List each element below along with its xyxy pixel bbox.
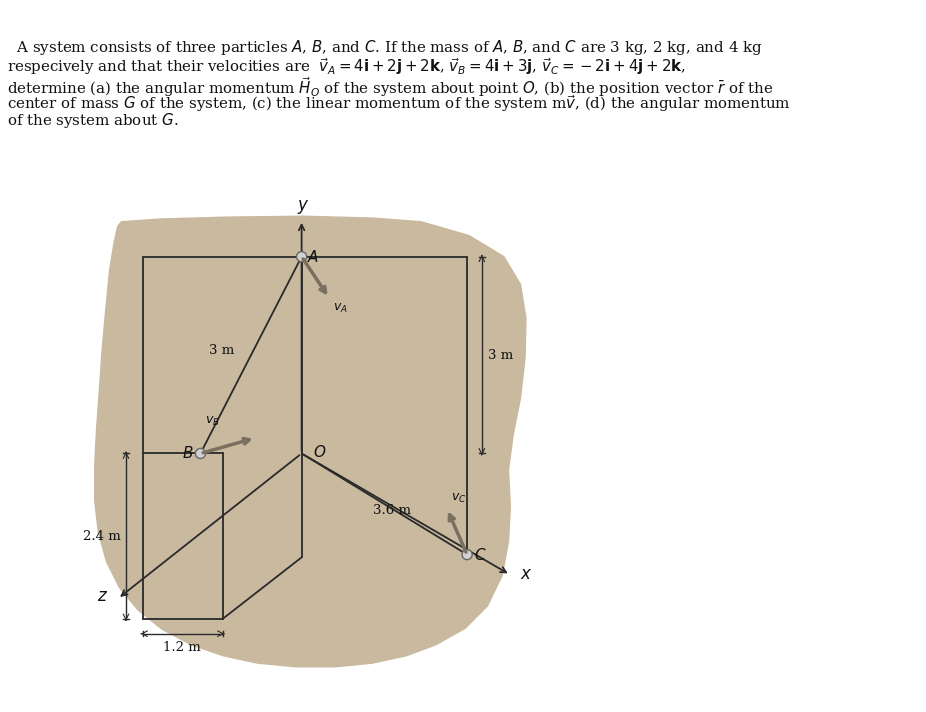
Text: respecively and that their velocities are  $\vec{v}_A = 4\mathbf{i} + 2\mathbf{j: respecively and that their velocities ar… [7,56,686,77]
Polygon shape [94,216,526,667]
Text: 3 m: 3 m [488,349,514,362]
Circle shape [462,550,472,560]
Text: 1.2 m: 1.2 m [163,641,201,654]
Text: center of mass $G$ of the system, (c) the linear momentum of the system m$\vec{v: center of mass $G$ of the system, (c) th… [7,93,791,114]
Text: 2.4 m: 2.4 m [82,530,120,543]
Text: $z$: $z$ [97,588,108,605]
Text: $v_A$: $v_A$ [332,302,347,315]
Text: $B$: $B$ [181,446,194,461]
Text: A system consists of three particles $A$, $B$, and $C$. If the mass of $A$, $B$,: A system consists of three particles $A$… [7,38,763,57]
Text: determine (a) the angular momentum $\vec{H}_O$ of the system about point $O$, (b: determine (a) the angular momentum $\vec… [7,75,773,98]
Text: $x$: $x$ [519,566,532,583]
Text: $y$: $y$ [297,198,309,216]
Text: $v_C$: $v_C$ [451,492,466,505]
Text: $A$: $A$ [307,248,319,265]
Text: $O$: $O$ [313,444,326,460]
Circle shape [195,449,206,459]
Text: $v_B$: $v_B$ [205,414,219,428]
Text: of the system about $G$.: of the system about $G$. [7,111,179,130]
Text: $C$: $C$ [474,547,486,562]
Text: 3.6 m: 3.6 m [372,504,411,517]
Circle shape [296,251,307,262]
Text: 3 m: 3 m [209,344,234,357]
